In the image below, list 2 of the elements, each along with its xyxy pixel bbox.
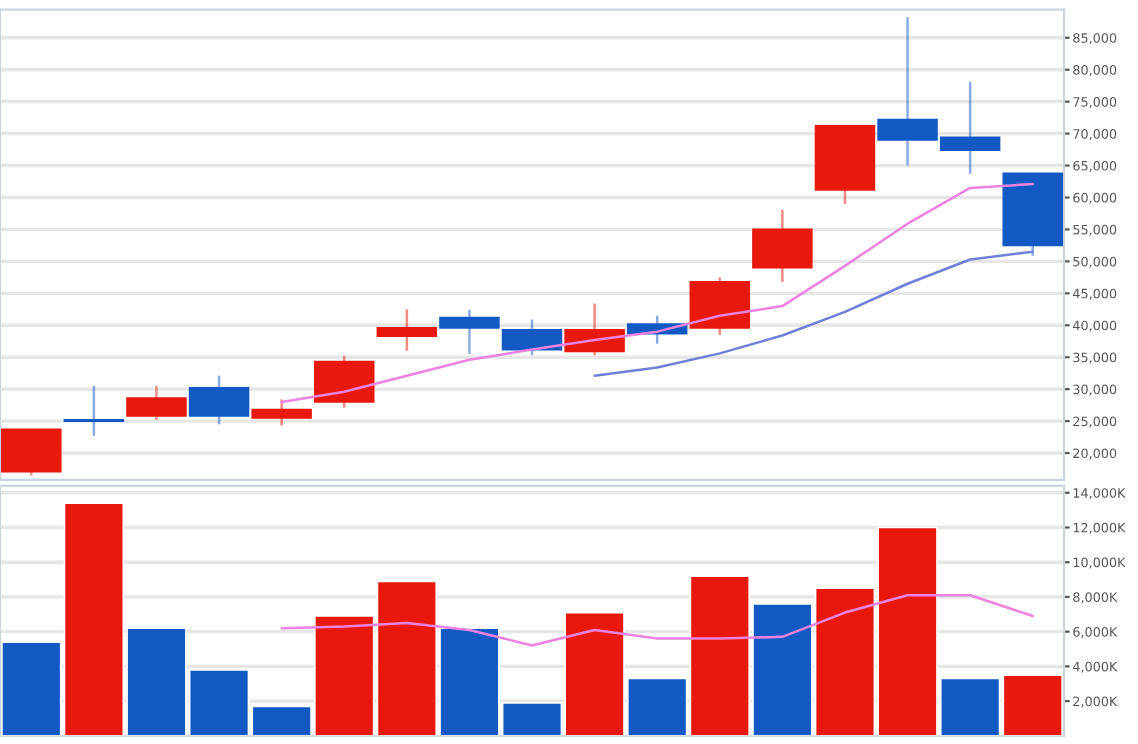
line-series: [593, 250, 1034, 377]
line-series: [280, 593, 1034, 647]
